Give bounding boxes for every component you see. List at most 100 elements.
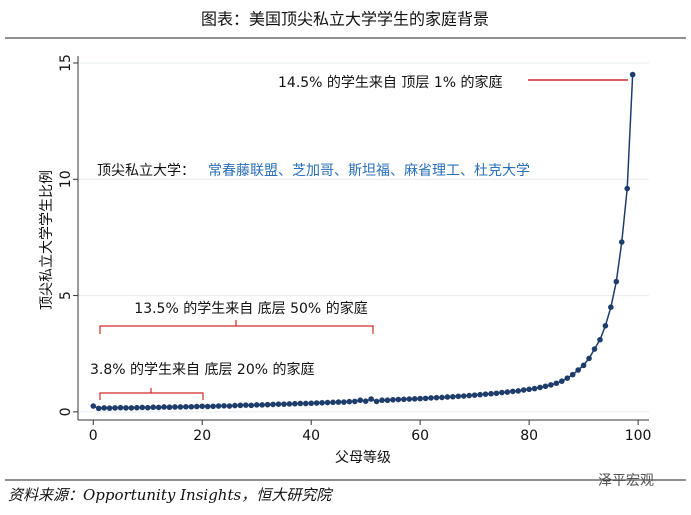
data-point bbox=[253, 402, 260, 408]
data-point bbox=[335, 399, 342, 405]
data-point bbox=[569, 371, 576, 378]
data-point bbox=[368, 396, 374, 402]
data-point bbox=[428, 395, 434, 401]
data-point bbox=[324, 399, 331, 406]
data-point bbox=[237, 402, 244, 409]
data-point bbox=[275, 401, 282, 407]
data-point bbox=[602, 323, 609, 329]
data-point bbox=[477, 391, 483, 398]
data-point bbox=[357, 397, 364, 404]
data-point bbox=[526, 386, 532, 393]
x-axis-label: 父母等级 bbox=[335, 449, 391, 466]
data-point bbox=[351, 398, 358, 405]
x-tick-label: 40 bbox=[302, 428, 320, 444]
data-point bbox=[401, 396, 407, 403]
data-point bbox=[520, 387, 527, 393]
data-point bbox=[90, 403, 97, 409]
data-point bbox=[373, 398, 380, 405]
data-point bbox=[618, 239, 625, 245]
data-point bbox=[204, 403, 211, 410]
data-point bbox=[488, 390, 494, 397]
data-point bbox=[188, 403, 195, 410]
data-point bbox=[450, 393, 456, 400]
y-tick-label: 15 bbox=[58, 54, 74, 72]
data-point bbox=[433, 394, 440, 401]
data-point bbox=[559, 378, 565, 384]
data-point bbox=[493, 390, 500, 397]
data-point bbox=[422, 395, 429, 402]
data-point bbox=[466, 392, 473, 399]
data-point bbox=[226, 403, 233, 409]
data-point bbox=[101, 405, 107, 411]
data-point bbox=[379, 397, 385, 404]
data-point bbox=[624, 185, 631, 192]
annotation: 顶尖私立大学： bbox=[97, 163, 195, 179]
data-point bbox=[232, 402, 238, 409]
x-tick-label: 20 bbox=[193, 428, 211, 444]
data-point bbox=[128, 405, 135, 411]
data-point bbox=[210, 403, 216, 410]
data-point bbox=[553, 380, 560, 387]
data-point bbox=[471, 392, 478, 398]
data-point bbox=[183, 403, 189, 410]
x-tick-label: 0 bbox=[89, 428, 98, 444]
data-point bbox=[106, 405, 113, 411]
data-point bbox=[455, 393, 462, 400]
data-point bbox=[292, 400, 298, 407]
watermark: 泽平宏观 bbox=[598, 473, 654, 489]
data-point bbox=[439, 394, 445, 401]
annotation: 13.5% 的学生来自 底层 50% 的家庭 bbox=[134, 300, 367, 317]
y-axis-label: 顶尖私立大学学生比例 bbox=[39, 170, 55, 310]
data-point bbox=[444, 394, 451, 400]
data-point bbox=[591, 346, 598, 352]
y-tick-label: 10 bbox=[58, 170, 74, 188]
data-point bbox=[575, 367, 581, 373]
data-point bbox=[117, 404, 124, 411]
data-point bbox=[613, 278, 620, 285]
data-point bbox=[608, 304, 614, 310]
data-point bbox=[259, 402, 265, 408]
data-point bbox=[417, 395, 423, 402]
data-point bbox=[243, 402, 249, 408]
x-tick-label: 60 bbox=[411, 428, 429, 444]
data-point bbox=[597, 336, 603, 343]
data-point bbox=[155, 404, 162, 411]
data-point bbox=[123, 405, 129, 411]
data-point bbox=[509, 388, 516, 395]
data-point bbox=[460, 393, 467, 399]
data-point bbox=[112, 405, 118, 411]
chart-title: 图表：美国顶尖私立大学学生的家庭背景 bbox=[201, 10, 489, 29]
annotation: 常春藤联盟、芝加哥、斯坦福、麻省理工、杜克大学 bbox=[208, 163, 530, 179]
bracket bbox=[99, 320, 374, 334]
y-tick-label: 5 bbox=[58, 291, 74, 300]
data-point bbox=[515, 388, 522, 394]
data-point bbox=[362, 398, 369, 404]
data-point bbox=[548, 382, 554, 388]
data-point bbox=[531, 385, 538, 392]
bracket bbox=[99, 388, 204, 400]
data-point bbox=[341, 399, 347, 405]
data-point bbox=[193, 403, 200, 410]
data-point bbox=[537, 384, 543, 391]
data-point bbox=[166, 404, 173, 411]
data-point bbox=[144, 404, 151, 411]
data-point bbox=[313, 400, 320, 406]
data-point bbox=[308, 400, 314, 407]
data-point bbox=[302, 400, 309, 407]
data-point bbox=[264, 401, 271, 408]
annotation: 14.5% 的学生来自 顶层 1% 的家庭 bbox=[278, 74, 503, 91]
y-tick-label: 0 bbox=[58, 407, 74, 416]
data-point bbox=[586, 355, 592, 362]
data-point bbox=[297, 400, 304, 407]
data-point bbox=[406, 396, 413, 402]
data-point bbox=[542, 383, 549, 390]
data-point bbox=[139, 404, 146, 411]
data-point bbox=[161, 404, 167, 410]
data-point bbox=[95, 405, 102, 412]
data-point bbox=[177, 404, 184, 410]
data-point bbox=[281, 401, 287, 407]
data-point bbox=[199, 403, 206, 410]
data-point bbox=[134, 404, 140, 411]
